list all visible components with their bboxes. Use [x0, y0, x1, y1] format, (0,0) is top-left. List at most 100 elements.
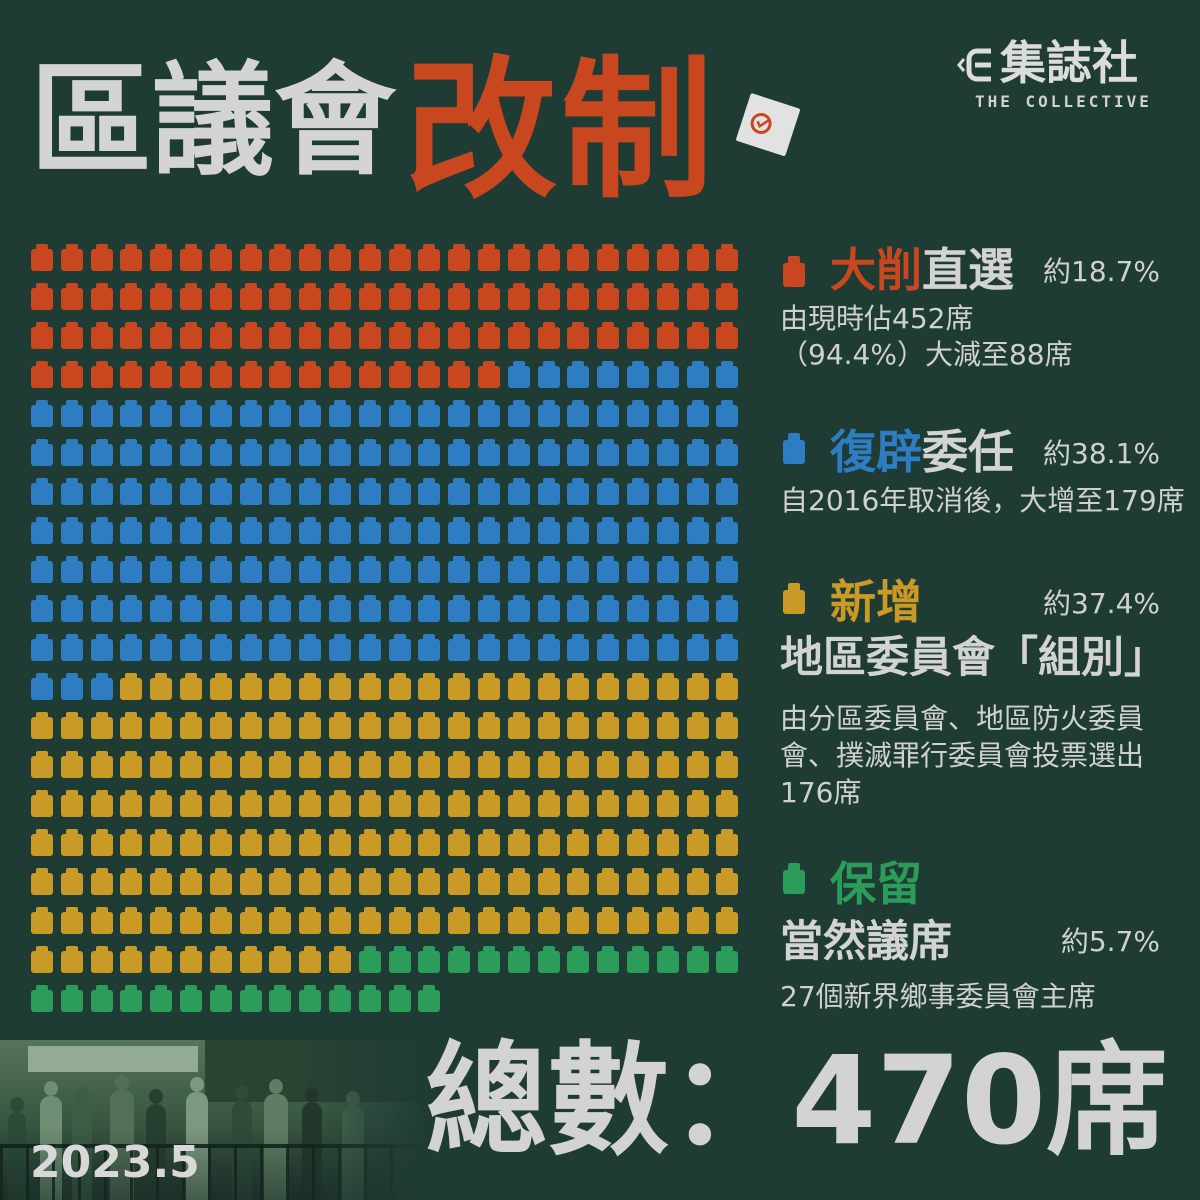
seat-icon	[783, 433, 805, 464]
seat-mark	[388, 244, 411, 271]
seat-mark	[31, 244, 53, 271]
logo-name: 集誌社	[1000, 36, 1138, 90]
seat-mark	[507, 634, 530, 661]
seat-mark	[716, 595, 739, 622]
seat-mark	[60, 712, 83, 739]
seat-mark	[329, 595, 351, 622]
legend-label-accent: 復辟	[830, 425, 922, 479]
seat-mark	[627, 322, 649, 349]
seat-mark	[448, 517, 471, 544]
seat-mark	[388, 283, 411, 310]
seat-mark	[448, 478, 471, 505]
seat-mark	[537, 283, 560, 310]
title-accent: 改制	[405, 42, 717, 219]
seat-mark	[537, 790, 560, 817]
seat-mark	[448, 868, 471, 895]
legend-note: 會、撲滅罪行委員會投票選出	[780, 739, 1145, 772]
seat-mark	[507, 439, 530, 466]
seat-mark	[120, 595, 143, 622]
seat-mark	[537, 673, 560, 700]
seat-mark	[150, 517, 173, 544]
seat-mark	[656, 907, 679, 934]
seat-mark	[507, 829, 530, 856]
seat-mark	[418, 907, 441, 934]
seat-mark	[150, 751, 173, 778]
seat-mark	[448, 322, 471, 349]
seat-mark	[150, 478, 173, 505]
seat-mark	[567, 283, 590, 310]
seat-mark	[567, 244, 590, 271]
seat-mark	[120, 946, 143, 973]
seat-mark	[239, 400, 262, 427]
seat-mark	[90, 556, 113, 583]
seat-mark	[60, 790, 83, 817]
seat-mark	[269, 907, 292, 934]
seat-mark	[299, 946, 322, 973]
seat-mark	[120, 283, 143, 310]
seat-mark	[358, 907, 381, 934]
seat-mark	[150, 556, 173, 583]
seat-icon	[783, 256, 805, 287]
seat-mark	[507, 790, 530, 817]
seat-mark	[507, 400, 530, 427]
seat-mark	[60, 400, 83, 427]
seat-mark	[239, 868, 262, 895]
seat-mark	[448, 556, 471, 583]
seat-mark	[358, 478, 381, 505]
seat-mark	[686, 673, 709, 700]
seat-mark	[418, 439, 441, 466]
seat-mark	[597, 400, 620, 427]
seat-mark	[388, 751, 411, 778]
seat-mark	[418, 322, 441, 349]
seat-mark	[597, 439, 620, 466]
seat-mark	[150, 244, 173, 271]
legend-note: 176席	[780, 776, 862, 809]
seat-mark	[120, 829, 143, 856]
seat-mark	[418, 946, 441, 973]
seat-mark	[478, 751, 500, 778]
seat-mark	[716, 946, 739, 973]
seat-mark	[478, 322, 500, 349]
seat-mark	[656, 322, 679, 349]
seat-mark	[418, 829, 441, 856]
seat-mark	[150, 946, 173, 973]
seat-mark	[120, 439, 143, 466]
seat-icon	[783, 583, 805, 614]
seat-mark	[209, 595, 232, 622]
seat-mark	[329, 946, 351, 973]
seat-mark	[418, 868, 441, 895]
seat-mark	[329, 673, 351, 700]
seat-mark	[31, 868, 53, 895]
seat-mark	[716, 439, 739, 466]
seat-mark	[299, 439, 322, 466]
seat-mark	[329, 478, 351, 505]
seat-mark	[31, 439, 53, 466]
seat-mark	[388, 985, 411, 1012]
seat-mark	[716, 322, 739, 349]
seat-mark	[209, 946, 232, 973]
seat-mark	[120, 478, 143, 505]
seat-mark	[567, 400, 590, 427]
seat-mark	[597, 322, 620, 349]
seat-mark	[686, 439, 709, 466]
seat-mark	[31, 673, 53, 700]
seat-mark	[239, 946, 262, 973]
seat-mark	[239, 244, 262, 271]
seat-mark	[627, 595, 649, 622]
photo-fade	[0, 1040, 418, 1200]
seat-mark	[478, 400, 500, 427]
seat-mark	[209, 712, 232, 739]
seat-mark	[597, 478, 620, 505]
seat-mark	[60, 322, 83, 349]
seat-mark	[209, 868, 232, 895]
seat-mark	[478, 907, 500, 934]
legend-percent: 約5.7%	[1060, 925, 1160, 958]
seat-mark	[418, 244, 441, 271]
seat-mark	[627, 868, 649, 895]
seat-mark	[150, 439, 173, 466]
seat-mark	[686, 829, 709, 856]
seat-mark	[716, 478, 739, 505]
seat-mark	[239, 751, 262, 778]
seat-mark	[627, 712, 649, 739]
seat-mark	[716, 361, 739, 388]
